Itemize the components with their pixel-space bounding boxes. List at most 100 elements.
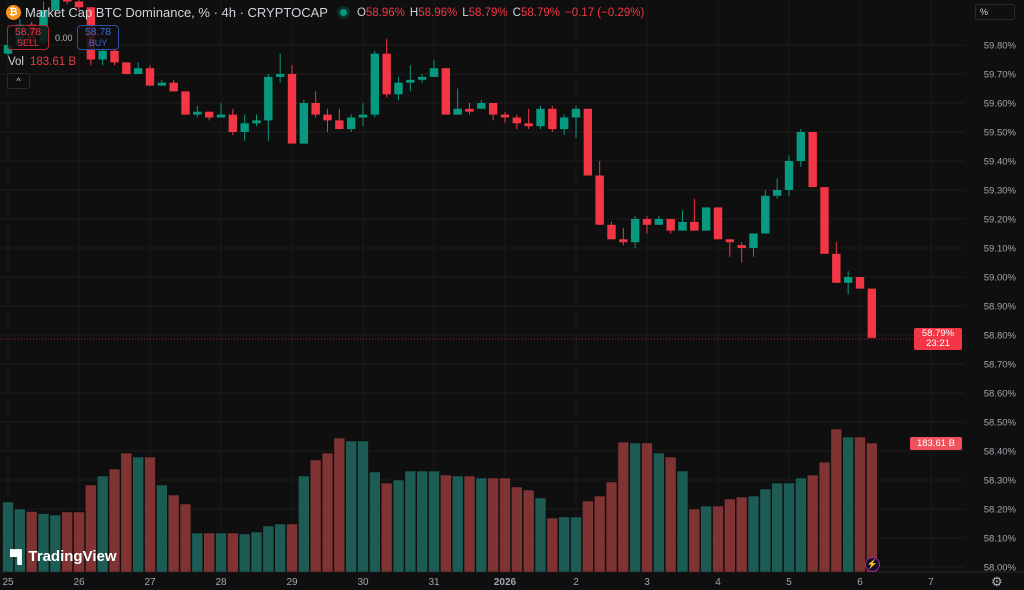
volume-bar <box>168 494 180 573</box>
high-value: 58.96% <box>418 6 458 19</box>
candle-body <box>701 207 711 231</box>
candle-body <box>216 114 226 118</box>
candle-body <box>796 132 806 161</box>
volume-bar <box>37 513 50 573</box>
candle-body <box>394 82 403 95</box>
candle-body <box>370 53 380 115</box>
volume-bar <box>274 523 286 573</box>
x-tick-label: 2026 <box>494 577 517 588</box>
x-tick-label: 27 <box>144 577 156 588</box>
candle-body <box>62 0 72 2</box>
candle-body <box>678 221 687 231</box>
candle-body <box>228 114 238 132</box>
candle-body <box>204 111 214 118</box>
candle-body <box>867 288 877 338</box>
time-axis[interactable]: 25 26 27 28 29 30 31 2026 2 3 4 5 6 7 <box>2 577 934 588</box>
collapse-legend-button[interactable]: ^ <box>7 73 30 89</box>
candle-body <box>133 68 143 74</box>
volume-bar <box>842 436 854 573</box>
volume-tag: 183.61 B <box>910 437 962 450</box>
y-tick-label: 58.50% <box>984 418 1017 429</box>
volume-bar <box>700 505 712 573</box>
volume-bar <box>144 456 156 573</box>
y-tick-label: 58.80% <box>984 331 1017 342</box>
volume-bar <box>428 470 440 573</box>
volume-bar <box>357 440 369 573</box>
volume-bar <box>310 459 322 573</box>
candle-body <box>252 120 261 124</box>
low-label: L <box>462 6 469 19</box>
volume-bar <box>534 497 547 573</box>
candle-body <box>772 190 782 196</box>
candle-body <box>642 219 652 225</box>
y-tick-label: 58.10% <box>984 534 1017 545</box>
candle-body <box>832 253 841 283</box>
candle-body <box>761 195 770 234</box>
y-tick-label: 59.70% <box>984 70 1017 81</box>
candle-body <box>536 108 545 127</box>
y-tick-label: 59.60% <box>984 99 1017 110</box>
settings-gear-icon[interactable]: ⚙ <box>991 574 1003 589</box>
volume-bar <box>333 437 345 573</box>
x-tick-label: 25 <box>2 577 14 588</box>
volume-bar <box>641 442 653 573</box>
candle-body <box>323 114 332 121</box>
candles <box>3 0 877 338</box>
unit-button[interactable]: % <box>975 4 1015 20</box>
volume-bar <box>558 516 570 573</box>
x-tick-label: 3 <box>644 577 650 588</box>
sell-button[interactable]: 58.78 SELL <box>7 25 49 50</box>
last-price-tag: 58.79% 23:21 <box>914 328 962 350</box>
buy-button[interactable]: 58.78 BUY <box>77 25 119 50</box>
symbol-title[interactable]: Market Cap BTC Dominance, % · 4h · CRYPT… <box>25 5 328 20</box>
volume-bar <box>61 511 73 573</box>
change-value: −0.17 (−0.29%) <box>565 6 645 19</box>
candle-body <box>358 114 368 118</box>
x-tick-label: 7 <box>928 577 934 588</box>
volume-bar <box>724 498 736 573</box>
candle-body <box>346 117 356 130</box>
volume-legend: Vol 183.61 B <box>8 56 76 68</box>
candle-body <box>512 117 522 124</box>
candle-body <box>145 68 155 86</box>
candle-body <box>110 50 119 63</box>
y-tick-label: 58.00% <box>984 563 1017 574</box>
y-tick-label: 58.40% <box>984 447 1017 458</box>
y-tick-label: 59.30% <box>984 186 1017 197</box>
candle-body <box>453 108 462 115</box>
volume-bar <box>712 505 724 573</box>
volume-bar <box>594 495 606 573</box>
candle-body <box>524 123 533 127</box>
volume-bar <box>262 525 274 573</box>
x-tick-label: 28 <box>215 577 227 588</box>
volume-bar <box>73 511 85 573</box>
volume-label: Vol <box>8 56 24 68</box>
volume-bar <box>97 475 109 573</box>
candle-body <box>181 91 190 115</box>
lightning-icon[interactable]: ⚡ <box>865 557 880 572</box>
candle-body <box>465 108 474 112</box>
x-tick-label: 26 <box>73 577 85 588</box>
volume-bar <box>416 470 428 573</box>
volume-bar <box>298 475 310 573</box>
candle-body <box>299 103 309 144</box>
close-value: 58.79% <box>520 6 560 19</box>
volume-bar <box>463 475 476 573</box>
candle-body <box>240 123 249 132</box>
tradingview-logo[interactable]: ▀▌ TradingView <box>10 548 117 565</box>
volume-bar <box>108 468 121 573</box>
volume-bar <box>404 470 416 573</box>
volume-bar <box>452 475 464 573</box>
volume-bar <box>783 482 795 573</box>
candle-body <box>157 82 167 86</box>
volume-bar <box>132 456 144 573</box>
candle-body <box>820 187 829 254</box>
volume-bar <box>14 508 26 573</box>
y-tick-label: 58.20% <box>984 505 1017 516</box>
volume-bar <box>665 456 677 573</box>
candle-body <box>441 68 451 115</box>
volume-bar <box>49 514 62 573</box>
volume-bar <box>203 532 215 573</box>
price-axis[interactable]: 59.80% 59.70% 59.60% 59.50% 59.40% 59.30% 59.2… <box>984 41 1017 574</box>
